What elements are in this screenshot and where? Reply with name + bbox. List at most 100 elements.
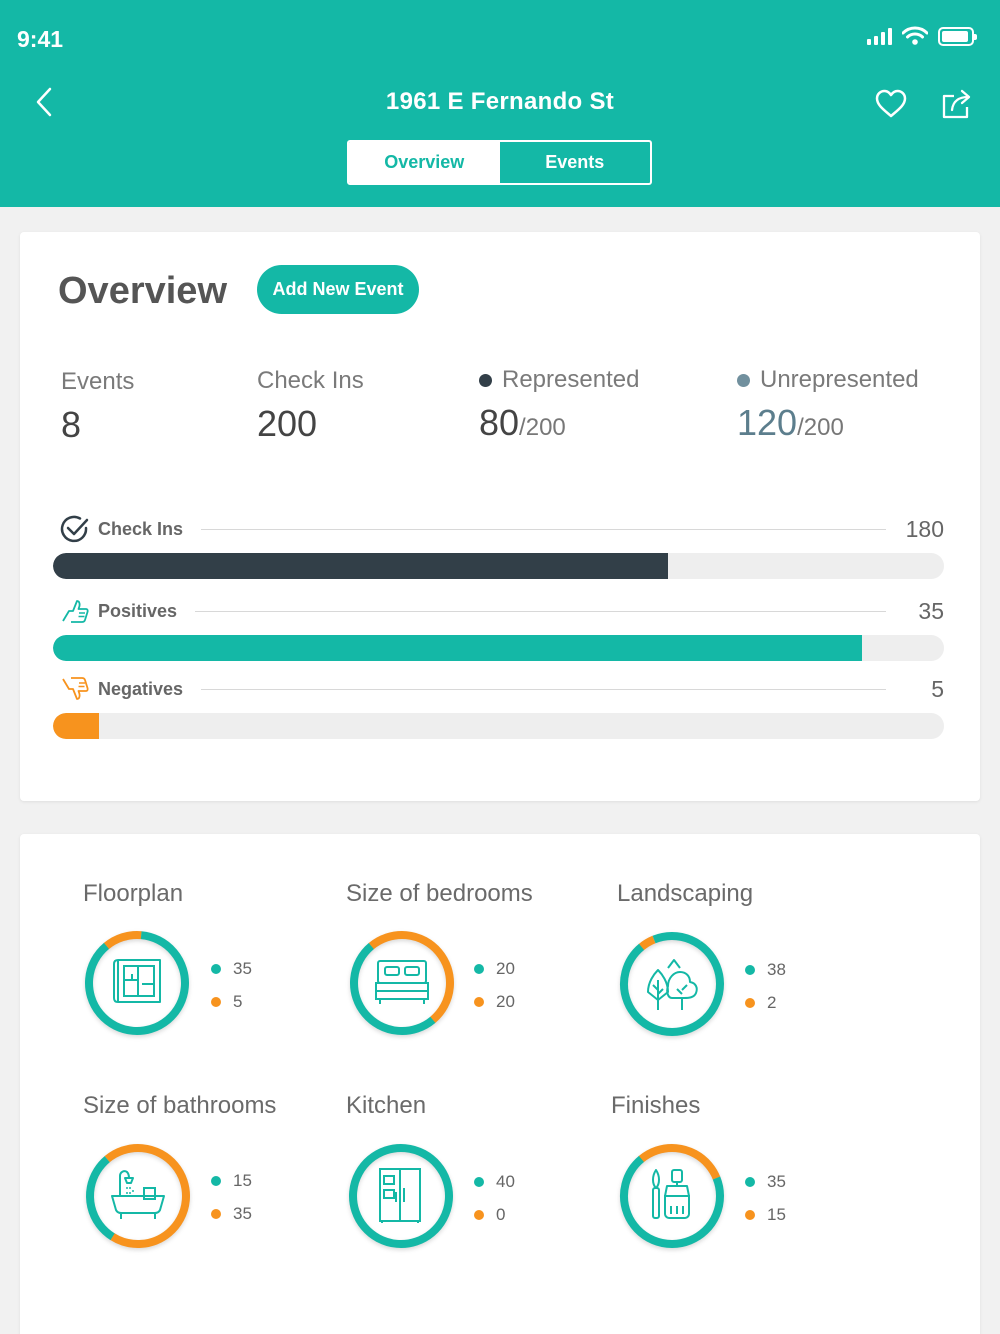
- categories-card: Floorplan 35 5 Size of bedrooms 20 20 La…: [20, 834, 980, 1334]
- donut-bathrooms: [86, 1144, 190, 1248]
- bar-label: Check Ins: [98, 518, 184, 539]
- battery-icon: [938, 26, 977, 46]
- share-button[interactable]: [940, 86, 974, 120]
- bar-divider: [201, 528, 886, 530]
- negative-count: 5: [233, 991, 243, 1011]
- legend-negative: 2: [745, 986, 786, 1019]
- negative-count: 15: [767, 1204, 786, 1224]
- category-title: Kitchen: [346, 1092, 427, 1119]
- stat-checkins: Check Ins 200: [257, 367, 364, 445]
- negative-count: 35: [233, 1203, 252, 1223]
- share-icon: [942, 89, 971, 119]
- category-title: Landscaping: [617, 880, 754, 907]
- negative-dot: [474, 996, 484, 1007]
- stat-label: Represented: [479, 366, 639, 394]
- donut-floorplan: [85, 931, 189, 1035]
- legend-positive: 15: [211, 1164, 252, 1197]
- donut-positive-arc: [86, 1144, 190, 1248]
- negative-count: 2: [767, 992, 777, 1012]
- back-button[interactable]: [30, 86, 60, 120]
- legend-positive: 40: [474, 1165, 515, 1198]
- stat-unrepresented: Unrepresented 120/200: [737, 366, 919, 444]
- positive-dot: [745, 964, 755, 975]
- status-icons: [867, 26, 977, 46]
- category-title: Floorplan: [83, 880, 184, 907]
- status-time: 9:41: [17, 26, 64, 52]
- stat-total: /200: [519, 414, 566, 441]
- negative-dot: [211, 1208, 221, 1219]
- thumbs-down-icon: [62, 677, 89, 700]
- positive-dot: [474, 963, 484, 974]
- legend-positive: 20: [474, 952, 515, 985]
- negative-count: 20: [496, 991, 515, 1011]
- legend-dot: [737, 373, 750, 387]
- paint-brush-icon: [652, 1169, 690, 1219]
- donut-landscaping: [620, 931, 724, 1036]
- category-legend: 15 35: [211, 1164, 252, 1230]
- negative-count: 0: [496, 1204, 506, 1224]
- bar-checkins: Check Ins 180: [53, 515, 944, 579]
- stat-total: /200: [797, 414, 844, 441]
- legend-negative: 20: [474, 985, 515, 1018]
- heart-icon: [875, 89, 907, 118]
- legend-positive: 38: [745, 953, 786, 986]
- legend-negative: 5: [211, 985, 252, 1018]
- donut-positive-arc: [349, 1144, 453, 1248]
- bar-header: Positives 35: [53, 597, 944, 625]
- positive-dot: [211, 1175, 221, 1186]
- positive-dot: [211, 963, 221, 974]
- category-title: Finishes: [611, 1092, 701, 1119]
- bar-divider: [195, 610, 886, 612]
- category-title: Size of bathrooms: [83, 1092, 277, 1119]
- bar-negatives: Negatives 5: [53, 675, 944, 739]
- legend-negative: 15: [745, 1198, 786, 1231]
- fridge-icon: [379, 1168, 421, 1223]
- negative-dot: [211, 996, 221, 1007]
- wifi-icon: [902, 26, 928, 45]
- bar-value: 5: [931, 675, 944, 702]
- stat-number: 120: [737, 402, 798, 443]
- bar-header: Check Ins 180: [53, 515, 944, 543]
- stat-number: 80: [479, 402, 520, 443]
- progress-fill: [53, 553, 668, 579]
- positive-count: 38: [767, 959, 786, 979]
- tab-events[interactable]: Events: [545, 152, 605, 172]
- page-title: 1961 E Fernando St: [385, 88, 615, 115]
- category-kitchen: Kitchen: [346, 1092, 426, 1120]
- positive-count: 35: [233, 958, 252, 978]
- favorite-button[interactable]: [874, 88, 908, 120]
- stat-events: Events 8: [61, 368, 134, 446]
- stat-label: Check Ins: [257, 367, 364, 394]
- positive-count: 15: [233, 1170, 252, 1190]
- legend-positive: 35: [211, 952, 252, 985]
- progress-fill: [53, 713, 100, 739]
- positive-dot: [745, 1176, 755, 1187]
- positive-count: 35: [767, 1171, 786, 1191]
- bar-divider: [201, 688, 886, 690]
- category-legend: 40 0: [474, 1165, 515, 1231]
- progress-track: [53, 713, 944, 739]
- legend-positive: 35: [745, 1165, 786, 1198]
- category-landscaping: Landscaping: [617, 880, 753, 908]
- stat-label: Events: [61, 368, 135, 395]
- legend-negative: 0: [474, 1198, 515, 1231]
- tab-overview[interactable]: Overview: [349, 142, 500, 183]
- category-legend: 35 5: [211, 952, 252, 1018]
- segmented-control: Overview Events: [347, 140, 652, 185]
- overview-title: Overview: [58, 270, 227, 312]
- stat-label-text: Represented: [502, 366, 640, 393]
- bed-icon: [375, 960, 429, 1004]
- negative-dot: [745, 997, 755, 1008]
- category-bedrooms: Size of bedrooms: [346, 880, 533, 908]
- stat-label-text: Unrepresented: [760, 366, 919, 393]
- donut-kitchen: [349, 1144, 453, 1248]
- category-bathrooms: Size of bathrooms: [83, 1092, 276, 1120]
- positive-dot: [474, 1176, 484, 1187]
- bar-header: Negatives 5: [53, 675, 944, 703]
- stat-value: 120/200: [737, 402, 919, 444]
- bathtub-icon: [111, 1170, 165, 1219]
- stat-value: 200: [257, 403, 318, 444]
- negative-dot: [745, 1209, 755, 1220]
- add-new-event-button[interactable]: Add New Event: [257, 265, 419, 314]
- progress-track: [53, 553, 944, 579]
